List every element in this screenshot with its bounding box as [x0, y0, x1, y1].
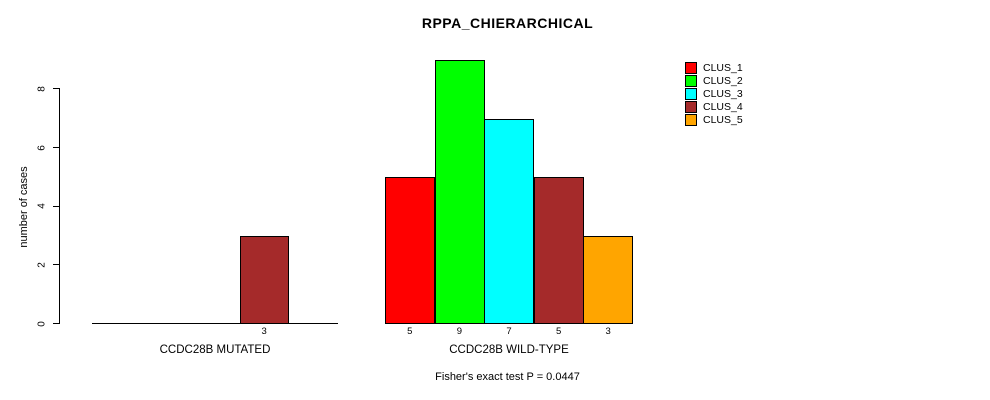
legend-swatch-clus_1: [685, 61, 697, 74]
bar-value-label: 7: [506, 326, 512, 337]
y-tick-mark: [53, 147, 59, 148]
y-tick-mark: [53, 205, 59, 207]
y-tick-label: 8: [36, 86, 48, 92]
y-tick-mark: [53, 88, 59, 90]
group-label-wild-type: CCDC28B WILD-TYPE: [449, 344, 569, 356]
y-tick-mark: [53, 323, 59, 324]
legend-label: CLUS_2: [703, 74, 743, 87]
bar-value-label: 5: [407, 326, 413, 337]
bar-clus_5-wild-type: [583, 236, 633, 324]
bar-clus_4-wild-type: [534, 177, 584, 324]
legend-swatch-clus_4: [685, 100, 697, 113]
chart-title: RPPA_CHIERARCHICAL: [421, 15, 594, 31]
legend-label: CLUS_5: [703, 113, 743, 126]
bar-clus_3-wild-type: [484, 119, 534, 324]
legend-row: CLUS_4: [685, 100, 743, 113]
y-tick-label: 4: [36, 203, 48, 209]
legend-label: CLUS_1: [703, 61, 743, 74]
y-axis-line: [59, 88, 60, 324]
group-baseline: [92, 323, 338, 324]
legend-swatch-clus_5: [685, 113, 697, 126]
bar-clus_1-wild-type: [385, 177, 435, 324]
bar-value-label: 3: [605, 326, 611, 337]
bar-value-label: 3: [261, 326, 267, 337]
legend-row: CLUS_1: [685, 61, 743, 74]
legend-label: CLUS_4: [703, 100, 743, 113]
y-tick-label: 2: [36, 262, 48, 268]
legend-swatch-clus_2: [685, 74, 697, 87]
y-tick-mark: [53, 264, 59, 266]
bar-value-label: 9: [456, 326, 463, 337]
group-label-mutated: CCDC28B MUTATED: [159, 344, 271, 356]
annotation-fisher-test: Fisher's exact test P = 0.0447: [435, 371, 580, 383]
bar-clus_4-mutated: [240, 236, 289, 324]
legend: CLUS_1 CLUS_2 CLUS_3 CLUS_4 CLUS_5: [685, 61, 743, 126]
legend-swatch-clus_3: [685, 87, 697, 100]
y-tick-label: 0: [36, 320, 48, 327]
legend-row: CLUS_2: [685, 74, 743, 87]
bar-value-label: 5: [555, 326, 562, 337]
y-axis-label: number of cases: [18, 166, 30, 248]
legend-row: CLUS_3: [685, 87, 743, 100]
bar-clus_2-wild-type: [435, 60, 485, 324]
y-tick-label: 6: [36, 144, 48, 151]
legend-label: CLUS_3: [703, 87, 743, 100]
legend-row: CLUS_5: [685, 113, 743, 126]
